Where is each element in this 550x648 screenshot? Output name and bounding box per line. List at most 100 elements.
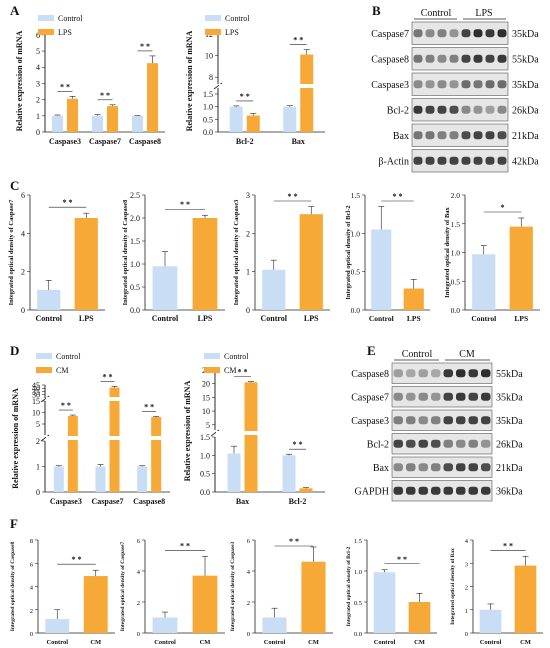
blot-band [461,54,471,63]
x-tick-label: Control [46,639,68,646]
blot-band [413,29,423,38]
blot-size-label: 21kDa [496,463,523,474]
blot-band [425,105,435,114]
y-tick-label: 3 [465,561,468,568]
blot-band [497,105,507,114]
y-tick-label: 15 [32,397,40,406]
blot-band [431,439,441,448]
blot-group-label-1: LPS [475,8,492,19]
y-axis-label: Integrated optical density of Caspase8 [10,541,16,631]
blot-size-label: 21kDa [512,131,539,142]
blot-band [481,392,491,401]
blot-band [485,54,495,63]
blot-band [418,416,428,425]
blot-band [418,486,428,495]
blot-band [437,29,447,38]
legend-swatch-1 [205,29,221,35]
blot-band [481,439,491,448]
blot-band [461,131,471,140]
blot-row-label: Caspase8 [351,369,389,380]
blot-band [393,416,403,425]
blot-band [425,80,435,89]
bar-control-caspase8 [132,115,143,132]
y-tick-label: 15 [202,393,210,402]
blot-band [456,416,466,425]
blot-strip [411,21,509,45]
chart-f-caspase3: 0 2 4 6 Integrated optical density of Caspas… [230,537,333,646]
blot-band [449,105,459,114]
chart-f-caspase8: 0 2 4 6 8 Integrated optical density of Caspa… [10,538,115,646]
blot-band [497,156,507,165]
y-tick-label: 0.0 [354,631,362,638]
bar-control [479,609,502,633]
blot-band [413,54,423,63]
legend-swatch-1 [204,367,220,373]
blot-band [418,392,428,401]
y-tick-label: 4 [137,569,141,576]
x-tick-label: Control [260,314,287,323]
y-tick-label: 0.5 [203,115,213,124]
blot-band [497,54,507,63]
y-tick-label: 4 [36,63,40,72]
blot-band [485,131,495,140]
bar-control [262,269,286,310]
y-tick-label: 20 [202,380,210,389]
blot-size-label: 55kDa [512,54,539,65]
y-axis-label: Integrated optical density of Caspase7 [8,199,15,306]
y-tick-label: 8 [30,538,33,545]
bar-control-caspase7 [92,115,103,132]
bar-control [45,619,70,633]
bar-cm [514,565,537,633]
blot-band [481,416,491,425]
bar-lps-bax [300,54,314,132]
blot-band [418,369,428,378]
y-axis-label: Integrated optical density of Caspase3 [233,199,240,306]
blot-row-label: Bax [393,131,409,142]
x-tick-label: Caspase8 [129,137,161,146]
y-tick-label: 1.5 [130,237,140,246]
y-tick-label: 1.0 [451,249,461,258]
axis-break-gap [219,84,326,88]
y-tick-label: 6 [21,191,25,200]
significance-mark: * * [144,402,154,411]
blot-strip [391,433,493,455]
blot-band [449,80,459,89]
blot-row-label: Caspase3 [351,416,389,427]
blot-row-label: Bax [373,463,389,474]
blot-band [449,156,459,165]
blot-band [473,131,483,140]
blot-band [393,463,403,472]
bar-control-caspase8 [137,466,148,492]
y-tick-label: 40 [32,384,40,393]
blot-band [406,369,416,378]
blot-band [418,439,428,448]
y-tick-label: 4 [465,538,469,545]
x-tick-label: Control [35,314,62,323]
x-tick-label: CM [90,639,101,646]
x-tick-label: Bax [236,497,249,506]
y-tick-label: 2 [246,229,250,238]
significance-mark: * * [397,555,407,564]
y-tick-label: 1.5 [354,538,362,545]
y-tick-label: 0.0 [130,306,140,315]
y-tick-label: 3 [246,191,250,200]
blot-strip [391,480,493,502]
blot-band [485,29,495,38]
y-tick-label: 10 [202,407,210,416]
y-tick-label: 0.5 [451,277,461,286]
y-tick-label: 0.0 [200,488,210,497]
blot-strip [411,98,509,122]
y-tick-label: 6 [36,31,40,40]
blot-band [481,486,491,495]
chart-d-bax-bcl2: 0.00.51.01.5510152025Relative expression… [183,352,326,506]
blot-band [468,486,478,495]
blot-band [468,392,478,401]
blot-row-label: Bcl-2 [367,439,389,450]
blot-band [481,463,491,472]
y-tick-label: 1.5 [351,191,361,200]
blot-band [473,105,483,114]
x-tick-label: CM [520,639,531,646]
y-tick-label: 45 [32,381,40,390]
y-tick-label: 1.0 [351,229,361,238]
